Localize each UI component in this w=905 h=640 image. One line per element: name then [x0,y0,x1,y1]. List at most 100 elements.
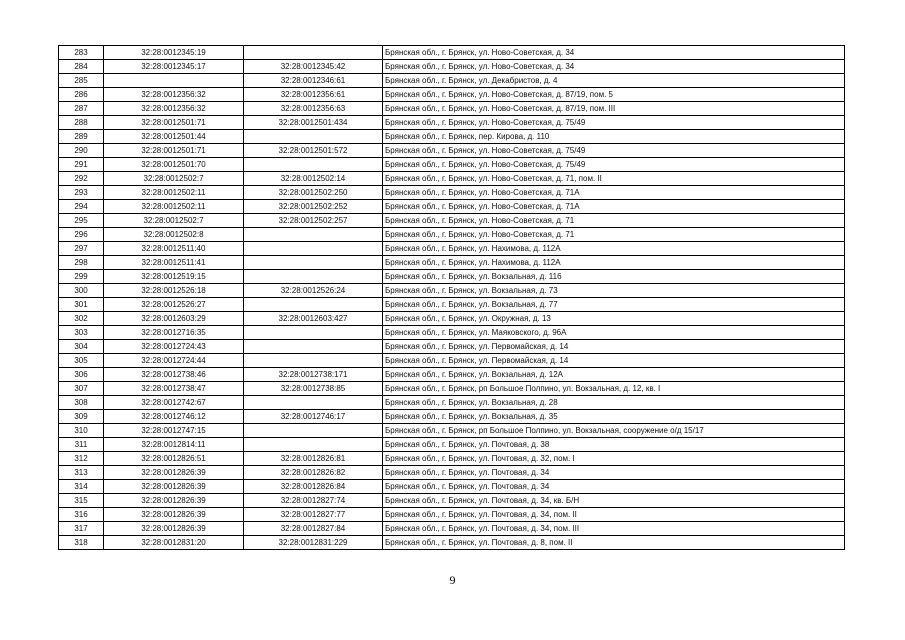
row-number-cell: 317 [58,521,104,536]
related-cadastral-number-cell [243,241,383,256]
related-cadastral-number-cell [243,437,383,452]
row-number-cell: 307 [58,381,104,396]
address-cell: Брянская обл., г. Брянск, ул. Нахимова, … [382,255,845,270]
related-cadastral-number-cell: 32:28:0012345:42 [243,59,383,74]
row-number-cell: 287 [58,101,104,116]
address-cell: Брянская обл., г. Брянск, ул. Ново-Совет… [382,227,845,242]
cadastral-number-cell: 32:28:0012526:18 [103,283,244,298]
cadastral-number-cell: 32:28:0012826:39 [103,493,244,508]
cadastral-number-cell: 32:28:0012501:44 [103,129,244,144]
address-cell: Брянская обл., г. Брянск, ул. Первомайск… [382,353,845,368]
cadastral-number-cell [103,73,244,88]
related-cadastral-number-cell [243,325,383,340]
address-cell: Брянская обл., г. Брянск, ул. Ново-Совет… [382,87,845,102]
address-cell: Брянская обл., г. Брянск, рп Большое Пол… [382,423,845,438]
row-number-cell: 291 [58,157,104,172]
cadastral-number-cell: 32:28:0012345:19 [103,45,244,60]
related-cadastral-number-cell: 32:28:0012826:82 [243,465,383,480]
row-number-cell: 303 [58,325,104,340]
related-cadastral-number-cell: 32:28:0012826:84 [243,479,383,494]
table-row: 291 32:28:0012501:70 Брянская обл., г. Бря… [58,157,845,172]
row-number-cell: 312 [58,451,104,466]
related-cadastral-number-cell [243,353,383,368]
cadastral-number-cell: 32:28:0012345:17 [103,59,244,74]
row-number-cell: 301 [58,297,104,312]
related-cadastral-number-cell: 32:28:0012356:63 [243,101,383,116]
row-number-cell: 313 [58,465,104,480]
address-cell: Брянская обл., г. Брянск, ул. Первомайск… [382,339,845,354]
cadastral-number-cell: 32:28:0012742:67 [103,395,244,410]
table-row: 311 32:28:0012814:11 Брянская обл., г. Бря… [58,437,845,452]
cadastral-number-cell: 32:28:0012831:20 [103,535,244,550]
related-cadastral-number-cell [243,297,383,312]
row-number-cell: 288 [58,115,104,130]
row-number-cell: 300 [58,283,104,298]
row-number-cell: 299 [58,269,104,284]
related-cadastral-number-cell [243,395,383,410]
table-row: 288 32:28:0012501:71 32:28:0012501:434 Брян… [58,115,845,130]
table-row: 296 32:28:0012502:8 Брянская обл., г. Брян… [58,227,845,242]
address-cell: Брянская обл., г. Брянск, ул. Ново-Совет… [382,115,845,130]
cadastral-number-cell: 32:28:0012502:7 [103,213,244,228]
related-cadastral-number-cell [243,339,383,354]
address-cell: Брянская обл., г. Брянск, ул. Почтовая, … [382,479,845,494]
related-cadastral-number-cell: 32:28:0012831:229 [243,535,383,550]
table-row: 294 32:28:0012502:11 32:28:0012502:252 Брян… [58,199,845,214]
table-row: 305 32:28:0012724:44 Брянская обл., г. Бря… [58,353,845,368]
table-row: 286 32:28:0012356:32 32:28:0012356:61 Брянс… [58,87,845,102]
table-row: 313 32:28:0012826:39 32:28:0012826:82 Брянс… [58,465,845,480]
table-row: 290 32:28:0012501:71 32:28:0012501:572 Брян… [58,143,845,158]
related-cadastral-number-cell: 32:28:0012346:61 [243,73,383,88]
row-number-cell: 284 [58,59,104,74]
cadastral-number-cell: 32:28:0012724:43 [103,339,244,354]
table-row: 312 32:28:0012826:51 32:28:0012826:81 Брянс… [58,451,845,466]
address-cell: Брянская обл., г. Брянск, ул. Почтовая, … [382,451,845,466]
cadastral-number-cell: 32:28:0012716:35 [103,325,244,340]
cadastral-number-cell: 32:28:0012826:39 [103,465,244,480]
table-row: 301 32:28:0012526:27 Брянская обл., г. Бря… [58,297,845,312]
row-number-cell: 304 [58,339,104,354]
related-cadastral-number-cell: 32:28:0012501:572 [243,143,383,158]
related-cadastral-number-cell [243,269,383,284]
address-cell: Брянская обл., г. Брянск, ул. Ново-Совет… [382,101,845,116]
table-row: 302 32:28:0012603:29 32:28:0012603:427 Брян… [58,311,845,326]
cadastral-number-cell: 32:28:0012502:11 [103,185,244,200]
row-number-cell: 285 [58,73,104,88]
row-number-cell: 310 [58,423,104,438]
related-cadastral-number-cell: 32:28:0012356:61 [243,87,383,102]
table-row: 316 32:28:0012826:39 32:28:0012827:77 Брянс… [58,507,845,522]
table-row: 283 32:28:0012345:19 Брянская обл., г. Бря… [58,45,845,60]
row-number-cell: 294 [58,199,104,214]
table-row: 315 32:28:0012826:39 32:28:0012827:74 Брянс… [58,493,845,508]
page-number: 9 [449,573,456,587]
table-row: 309 32:28:0012746:12 32:28:0012746:17 Брянс… [58,409,845,424]
table-row: 292 32:28:0012502:7 32:28:0012502:14 Брянск… [58,171,845,186]
row-number-cell: 309 [58,409,104,424]
address-cell: Брянская обл., г. Брянск, ул. Вокзальная… [382,367,845,382]
row-number-cell: 297 [58,241,104,256]
address-cell: Брянская обл., г. Брянск, ул. Ново-Совет… [382,45,845,60]
address-cell: Брянская обл., г. Брянск, ул. Почтовая, … [382,521,845,536]
address-cell: Брянская обл., г. Брянск, ул. Почтовая, … [382,507,845,522]
row-number-cell: 308 [58,395,104,410]
table-row: 295 32:28:0012502:7 32:28:0012502:257 Брянс… [58,213,845,228]
address-cell: Брянская обл., г. Брянск, ул. Ново-Совет… [382,157,845,172]
cadastral-number-cell: 32:28:0012746:12 [103,409,244,424]
table-row: 307 32:28:0012738:47 32:28:0012738:85 Брянс… [58,381,845,396]
cadastral-number-cell: 32:28:0012738:46 [103,367,244,382]
row-number-cell: 314 [58,479,104,494]
address-cell: Брянская обл., г. Брянск, ул. Нахимова, … [382,241,845,256]
cadastral-number-cell: 32:28:0012814:11 [103,437,244,452]
cadastral-number-cell: 32:28:0012826:39 [103,507,244,522]
cadastral-number-cell: 32:28:0012502:11 [103,199,244,214]
related-cadastral-number-cell: 32:28:0012603:427 [243,311,383,326]
property-table: 283 32:28:0012345:19 Брянская обл., г. Бря… [58,45,845,550]
cadastral-number-cell: 32:28:0012501:71 [103,143,244,158]
row-number-cell: 295 [58,213,104,228]
address-cell: Брянская обл., г. Брянск, ул. Вокзальная… [382,297,845,312]
address-cell: Брянская обл., г. Брянск, ул. Ново-Совет… [382,143,845,158]
table-row: 289 32:28:0012501:44 Брянская обл., г. Бря… [58,129,845,144]
row-number-cell: 302 [58,311,104,326]
address-cell: Брянская обл., г. Брянск, ул. Ново-Совет… [382,199,845,214]
address-cell: Брянская обл., г. Брянск, ул. Почтовая, … [382,437,845,452]
